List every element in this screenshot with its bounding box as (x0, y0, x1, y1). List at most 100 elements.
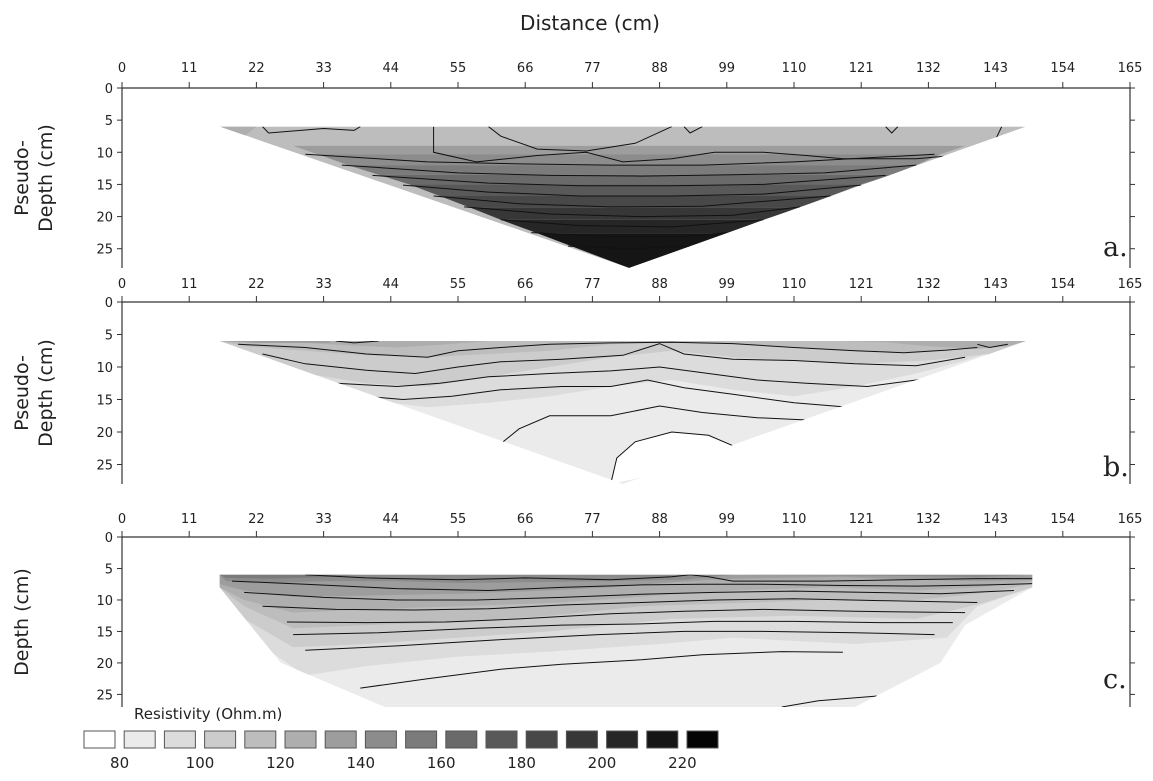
y-tick-label: 20 (96, 426, 113, 441)
x-tick-label: 110 (782, 277, 807, 292)
x-tick-label: 88 (651, 277, 668, 292)
x-tick-label: 0 (118, 277, 126, 292)
legend-label: 140 (346, 754, 375, 772)
panel-letter: a. (1103, 232, 1128, 263)
contour-line (402, 184, 862, 197)
x-tick-label: 110 (782, 61, 807, 76)
contour-line (262, 343, 966, 375)
x-tick-label: 33 (315, 512, 332, 527)
y-axis-label: Pseudo- (11, 140, 33, 216)
legend-label: 200 (588, 754, 617, 772)
contour-line (500, 219, 764, 228)
x-tick-label: 143 (983, 512, 1008, 527)
contour-line (610, 431, 740, 484)
y-tick-label: 5 (105, 329, 113, 344)
x-tick-label: 154 (1050, 277, 1075, 292)
x-tick-label: 99 (719, 277, 736, 292)
x-tick-label: 33 (315, 61, 332, 76)
contour-band (219, 126, 257, 137)
contour-line (341, 164, 917, 177)
contour-line (305, 630, 935, 651)
contour-line (977, 343, 1008, 349)
contour-line (500, 405, 813, 445)
chart-title: Distance (cm) (520, 11, 660, 35)
legend-swatch (204, 730, 237, 749)
x-tick-label: 77 (584, 61, 601, 76)
y-tick-label: 25 (96, 688, 113, 703)
legend-label: 220 (668, 754, 697, 772)
x-tick-label: 132 (916, 512, 941, 527)
x-tick-label: 11 (181, 277, 198, 292)
legend-swatch (405, 730, 438, 749)
y-axis-label: Pseudo- (11, 355, 33, 431)
contour-line (885, 126, 899, 134)
contour-line (567, 245, 691, 250)
contour-fill-group (219, 341, 1027, 484)
y-tick-label: 10 (96, 361, 113, 376)
y-axis-label: Depth (cm) (11, 568, 33, 676)
panel-letter: c. (1103, 664, 1127, 695)
legend-swatch (83, 730, 116, 749)
legend-label: 160 (427, 754, 456, 772)
x-tick-label: 66 (517, 61, 534, 76)
contour-line (488, 126, 673, 152)
contour-line (372, 174, 886, 187)
contour-band (470, 207, 801, 220)
y-tick-label: 15 (96, 178, 113, 193)
contour-band (348, 165, 917, 175)
legend: Resistivity (Ohm.m) 80 100 120 140 160 180 200… (83, 705, 719, 772)
contour-line (231, 580, 1033, 592)
legend-swatch (284, 730, 317, 749)
y-tick-label: 20 (96, 657, 113, 672)
contour-band (537, 233, 727, 268)
contour-line (433, 195, 831, 208)
contour-band (317, 154, 941, 166)
panel-letter: b. (1103, 452, 1129, 483)
legend-swatch (646, 730, 679, 749)
contour-line (293, 620, 953, 636)
x-tick-label: 154 (1050, 512, 1075, 527)
x-tick-label: 132 (916, 61, 941, 76)
contour-line (341, 379, 850, 408)
x-tick-label: 88 (651, 61, 668, 76)
x-tick-label: 66 (517, 277, 534, 292)
contour-band (219, 341, 1027, 349)
y-tick-label: 25 (96, 243, 113, 258)
contour-line (286, 608, 966, 624)
contour-line (464, 206, 801, 218)
contour-line-group (262, 126, 1003, 250)
contour-line (262, 598, 978, 611)
legend-label: 120 (266, 754, 295, 772)
y-tick-label: 5 (105, 114, 113, 129)
contour-line (531, 232, 727, 237)
x-tick-label: 0 (118, 61, 126, 76)
x-tick-label: 22 (248, 61, 265, 76)
contour-line-group (231, 574, 1033, 707)
panel-b: 0 11 22 33 44 55 66 77 88 99 110 121 132 143 154 165 0 5 1… (11, 277, 1142, 484)
y-tick-label: 15 (96, 394, 113, 409)
x-tick-label: 0 (118, 512, 126, 527)
x-tick-label: 110 (782, 512, 807, 527)
legend-label: 180 (507, 754, 536, 772)
x-tick-label: 44 (383, 277, 400, 292)
contour-line (238, 341, 978, 358)
x-tick-label: 55 (450, 61, 467, 76)
x-tick-label: 88 (651, 512, 668, 527)
contour-line-group (238, 341, 1008, 484)
legend-swatch (485, 730, 518, 749)
x-tick-label: 165 (1118, 512, 1143, 527)
x-tick-label: 44 (383, 61, 400, 76)
legend-swatch (686, 730, 719, 749)
x-tick-label: 33 (315, 277, 332, 292)
x-tick-label: 77 (584, 512, 601, 527)
contour-line (433, 126, 1003, 163)
contour-band (293, 145, 966, 155)
legend-title: Resistivity (Ohm.m) (134, 705, 282, 723)
x-tick-label: 165 (1118, 277, 1143, 292)
x-tick-label: 99 (719, 61, 736, 76)
x-tick-label: 22 (248, 512, 265, 527)
x-tick-label: 11 (181, 512, 198, 527)
contour-fill-group (219, 126, 1027, 268)
legend-swatch (606, 730, 639, 749)
x-tick-label: 55 (450, 277, 467, 292)
